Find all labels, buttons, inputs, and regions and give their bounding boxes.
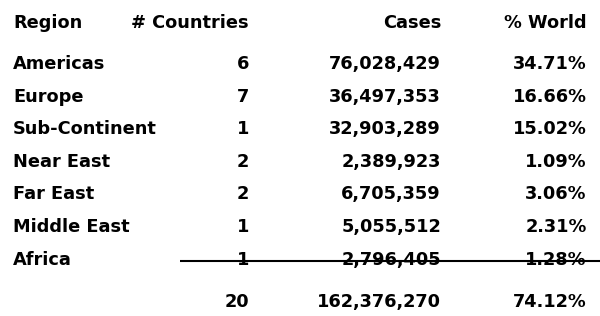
Text: 2: 2 — [237, 153, 249, 171]
Text: 1: 1 — [236, 218, 249, 236]
Text: Cases: Cases — [383, 14, 441, 32]
Text: 36,497,353: 36,497,353 — [329, 88, 441, 106]
Text: 3.06%: 3.06% — [526, 185, 587, 204]
Text: 2,389,923: 2,389,923 — [341, 153, 441, 171]
Text: Sub-Continent: Sub-Continent — [13, 120, 157, 138]
Text: 34.71%: 34.71% — [513, 55, 587, 73]
Text: 32,903,289: 32,903,289 — [329, 120, 441, 138]
Text: Region: Region — [13, 14, 82, 32]
Text: Africa: Africa — [13, 251, 72, 269]
Text: 162,376,270: 162,376,270 — [317, 293, 441, 311]
Text: Europe: Europe — [13, 88, 84, 106]
Text: 6: 6 — [236, 55, 249, 73]
Text: 74.12%: 74.12% — [513, 293, 587, 311]
Text: Americas: Americas — [13, 55, 106, 73]
Text: 6,705,359: 6,705,359 — [341, 185, 441, 204]
Text: 76,028,429: 76,028,429 — [329, 55, 441, 73]
Text: 2.31%: 2.31% — [526, 218, 587, 236]
Text: Far East: Far East — [13, 185, 94, 204]
Text: Near East: Near East — [13, 153, 110, 171]
Text: 15.02%: 15.02% — [513, 120, 587, 138]
Text: 20: 20 — [224, 293, 249, 311]
Text: 7: 7 — [237, 88, 249, 106]
Text: 1.09%: 1.09% — [525, 153, 587, 171]
Text: # Countries: # Countries — [131, 14, 249, 32]
Text: 1: 1 — [236, 120, 249, 138]
Text: 1: 1 — [236, 251, 249, 269]
Text: 2,796,405: 2,796,405 — [341, 251, 441, 269]
Text: 2: 2 — [237, 185, 249, 204]
Text: % World: % World — [504, 14, 587, 32]
Text: Middle East: Middle East — [13, 218, 130, 236]
Text: 1.28%: 1.28% — [526, 251, 587, 269]
Text: 16.66%: 16.66% — [513, 88, 587, 106]
Text: 5,055,512: 5,055,512 — [341, 218, 441, 236]
